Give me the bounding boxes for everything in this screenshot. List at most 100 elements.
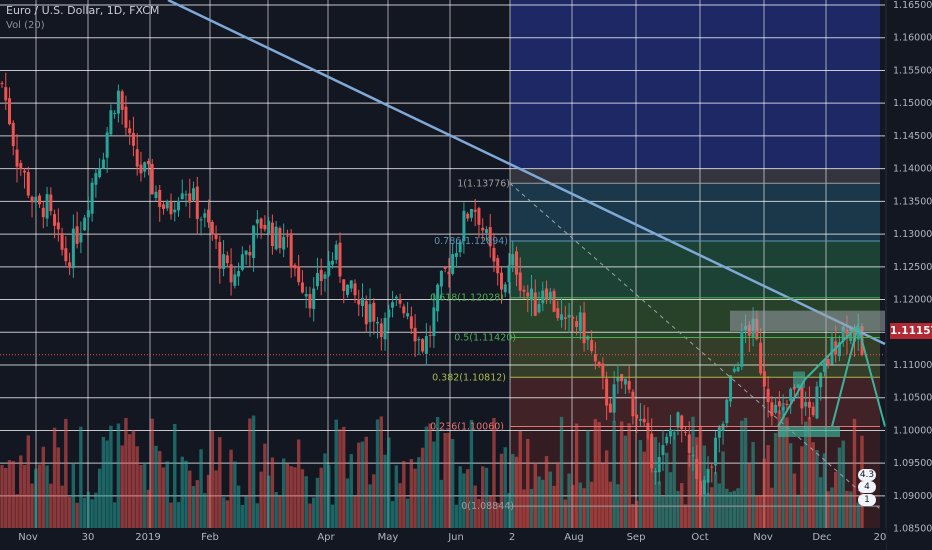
candle-body xyxy=(402,306,406,314)
y-tick-label: 1.09000 xyxy=(893,491,932,502)
last-price-tag: 1.11157 xyxy=(890,323,932,339)
volume-bar xyxy=(394,465,399,545)
candle-body xyxy=(785,403,789,405)
volume-bar xyxy=(499,453,504,545)
candle-body xyxy=(473,209,477,212)
candle-body xyxy=(323,274,327,279)
volume-bar xyxy=(357,442,361,545)
event-badge[interactable]: 1 xyxy=(858,494,876,506)
candle-body xyxy=(424,336,428,354)
candle-body xyxy=(372,302,376,322)
fib-zone xyxy=(510,0,880,169)
volume-bar xyxy=(777,410,782,545)
y-tick-label: 1.15500 xyxy=(893,65,932,76)
candle-body xyxy=(413,327,417,342)
y-tick-label: 1.16500 xyxy=(893,0,932,11)
volume-bar xyxy=(514,456,519,545)
volume-bar xyxy=(747,462,752,545)
volume-bar xyxy=(616,484,620,545)
volume-bar xyxy=(146,489,151,545)
volume-bar xyxy=(649,437,654,545)
candle-body xyxy=(695,458,699,480)
candle-body xyxy=(462,210,466,242)
candle-body xyxy=(537,304,541,313)
candle-body xyxy=(327,261,331,276)
volume-bar xyxy=(642,451,646,545)
candle-body xyxy=(421,339,425,352)
y-tick-label: 1.12000 xyxy=(893,295,932,306)
candle-body xyxy=(34,196,38,203)
fib-level-label: 1(1.13776) xyxy=(457,178,510,189)
candle-body xyxy=(255,219,259,224)
volume-bar xyxy=(15,494,19,545)
volume-bar xyxy=(49,483,53,545)
volume-bar xyxy=(353,496,357,545)
volume-bar xyxy=(334,419,338,545)
volume-bar xyxy=(687,454,691,545)
fib-level-label: 0.236(1.10060) xyxy=(430,422,504,433)
y-tick-label: 1.12500 xyxy=(893,262,932,273)
fib-labels: 1(1.13776) 0.786(1.12894) 0.618(1.12028) 0.… xyxy=(430,178,516,512)
volume-bar xyxy=(127,434,132,545)
candle-body xyxy=(822,362,826,373)
candle-body xyxy=(387,309,391,318)
volume-bar xyxy=(4,468,8,545)
volume-bar xyxy=(796,494,800,545)
candle-body xyxy=(293,264,297,269)
candle-body xyxy=(717,427,721,438)
candle-body xyxy=(0,83,4,85)
volume-bar xyxy=(837,447,842,545)
fib-diagonal xyxy=(509,182,881,510)
candle-body xyxy=(826,359,830,364)
volume-bar xyxy=(826,491,830,545)
candle-body xyxy=(173,209,177,213)
volume-bar xyxy=(477,498,481,545)
candle-body xyxy=(518,272,522,291)
candle-body xyxy=(19,163,23,169)
candle-body xyxy=(691,455,695,457)
volume-bar xyxy=(608,481,613,545)
candle-body xyxy=(605,378,609,406)
candle-body xyxy=(635,414,639,419)
candle-body xyxy=(278,228,282,249)
volume-bar xyxy=(665,452,669,545)
candle-body xyxy=(225,255,229,264)
volume-bar xyxy=(631,503,635,545)
candle-body xyxy=(481,227,485,231)
candle-body xyxy=(131,132,135,146)
event-badge[interactable]: 4.3 xyxy=(858,469,876,481)
volume-bar xyxy=(492,417,496,545)
volume-bar xyxy=(266,475,271,545)
volume-bar xyxy=(537,476,541,545)
x-tick-label: Aug xyxy=(564,532,584,543)
candle-body xyxy=(8,98,12,125)
volume-bar xyxy=(691,416,695,545)
event-badge[interactable]: 4 xyxy=(858,481,876,493)
volume-bar xyxy=(82,497,87,545)
volume-bar xyxy=(800,446,804,545)
candle-body xyxy=(563,317,567,319)
candle-body xyxy=(601,363,605,377)
candle-body xyxy=(203,213,207,218)
candle-body xyxy=(124,106,128,128)
volume-bar xyxy=(296,439,301,545)
candle-body xyxy=(466,213,470,219)
candle-body xyxy=(154,191,158,198)
volume-bar xyxy=(646,428,650,545)
volume-bar xyxy=(233,461,237,545)
volume-bar xyxy=(653,437,658,545)
candle-body xyxy=(627,381,631,390)
volume-bar xyxy=(725,488,729,545)
volume-bar xyxy=(383,454,387,545)
volume-bar xyxy=(255,503,260,545)
volume-bar xyxy=(30,483,34,545)
x-tick-label: Dec xyxy=(812,532,831,543)
candle-body xyxy=(469,208,473,218)
candle-body xyxy=(417,339,421,341)
axis-bg xyxy=(886,0,932,550)
candle-body xyxy=(488,227,492,247)
volume-bar xyxy=(11,461,15,545)
candle-body xyxy=(15,149,19,167)
